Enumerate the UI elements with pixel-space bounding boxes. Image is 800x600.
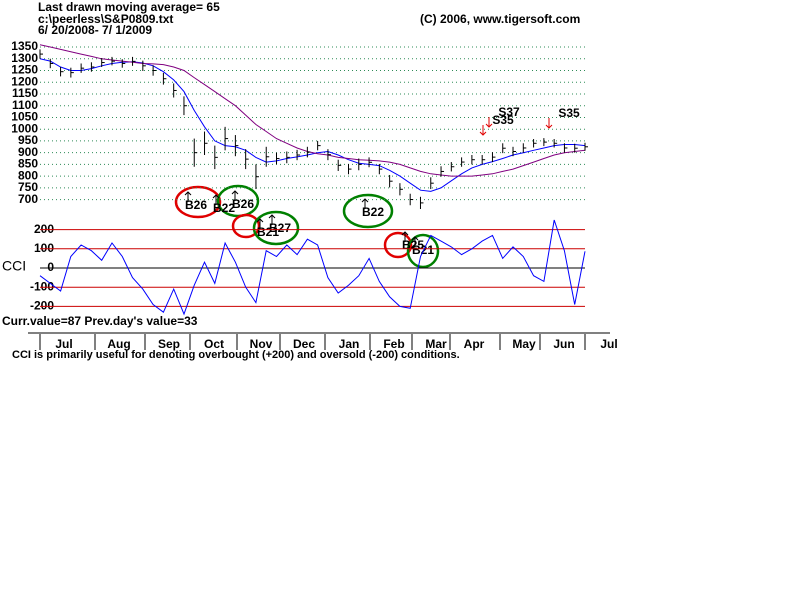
signal-arrow <box>231 190 239 201</box>
y-tick-label: 1200 <box>11 74 38 88</box>
x-tick-label: Feb <box>383 337 404 351</box>
circle <box>252 210 300 246</box>
x-tick-label: Apr <box>464 337 485 351</box>
y-tick-label: 1300 <box>11 51 38 65</box>
x-tick-label: Nov <box>250 337 273 351</box>
y-tick-label: 200 <box>34 222 54 236</box>
signal-arrow <box>184 191 192 202</box>
x-tick-label: Jul <box>600 337 617 351</box>
signal-label: B22 <box>362 205 384 219</box>
signal-arrow <box>212 194 220 205</box>
signal-label: S35 <box>492 113 514 127</box>
y-tick-label: 0 <box>47 260 54 274</box>
y-tick-label: 850 <box>18 157 38 171</box>
y-tick-label: 1250 <box>11 63 38 77</box>
header-line: Last drawn moving average= 65 <box>38 0 220 14</box>
y-tick-label: 950 <box>18 133 38 147</box>
signal-arrow <box>268 214 276 225</box>
y-tick-label: 100 <box>34 241 54 255</box>
cci-label: CCI <box>2 258 26 274</box>
signal-label: B21 <box>257 225 279 239</box>
y-tick-label: 1050 <box>11 110 38 124</box>
x-tick-label: Dec <box>293 337 315 351</box>
header-line: 6/ 20/2008- 7/ 1/2009 <box>38 23 152 37</box>
current-value: Curr.value=87 Prev.day's value=33 <box>2 314 198 328</box>
x-tick-label: Jun <box>553 337 574 351</box>
x-tick-label: Mar <box>425 337 447 351</box>
x-tick-label: Aug <box>107 337 130 351</box>
signal-arrow <box>545 118 553 129</box>
circle <box>383 231 413 259</box>
signal-label: B26 <box>232 197 254 211</box>
cci-line <box>39 219 586 316</box>
signal-arrow <box>256 218 264 229</box>
x-tick-label: Jul <box>55 337 72 351</box>
circle <box>406 233 440 269</box>
signal-label: S37 <box>498 105 520 119</box>
x-tick-label: May <box>512 337 536 351</box>
signal-arrow <box>485 117 493 128</box>
signal-arrow <box>401 231 409 242</box>
signal-label: B27 <box>269 221 291 235</box>
y-tick-label: 700 <box>18 192 38 206</box>
x-tick-label: Oct <box>204 337 224 351</box>
signal-arrow <box>479 125 487 136</box>
y-tick-label: 1350 <box>11 39 38 53</box>
note: CCI is primarily useful for denoting ove… <box>12 349 460 361</box>
circle <box>342 193 394 229</box>
signal-arrow <box>361 198 369 209</box>
y-tick-label: -200 <box>30 299 54 313</box>
signal-label: B26 <box>185 198 207 212</box>
y-tick-label: 1100 <box>12 98 38 112</box>
x-tick-label: Sep <box>158 337 180 351</box>
signal-label: S35 <box>558 106 580 120</box>
y-tick-label: 1150 <box>12 86 38 100</box>
circle <box>231 213 261 239</box>
y-tick-label: 800 <box>18 168 38 182</box>
circle <box>174 185 222 219</box>
copyright: (C) 2006, www.tigersoft.com <box>420 12 580 26</box>
y-tick-label: 750 <box>18 180 38 194</box>
header-line: c:\peerless\S&P0809.txt <box>38 12 173 26</box>
y-tick-label: -100 <box>30 279 54 293</box>
circles <box>174 184 440 269</box>
y-tick-label: 900 <box>18 145 38 159</box>
y-tick-label: 1000 <box>11 121 38 135</box>
moving-average <box>39 44 586 177</box>
x-tick-label: Jan <box>339 337 360 351</box>
signal-label: B22 <box>213 201 235 215</box>
signal-arrow <box>411 236 419 247</box>
